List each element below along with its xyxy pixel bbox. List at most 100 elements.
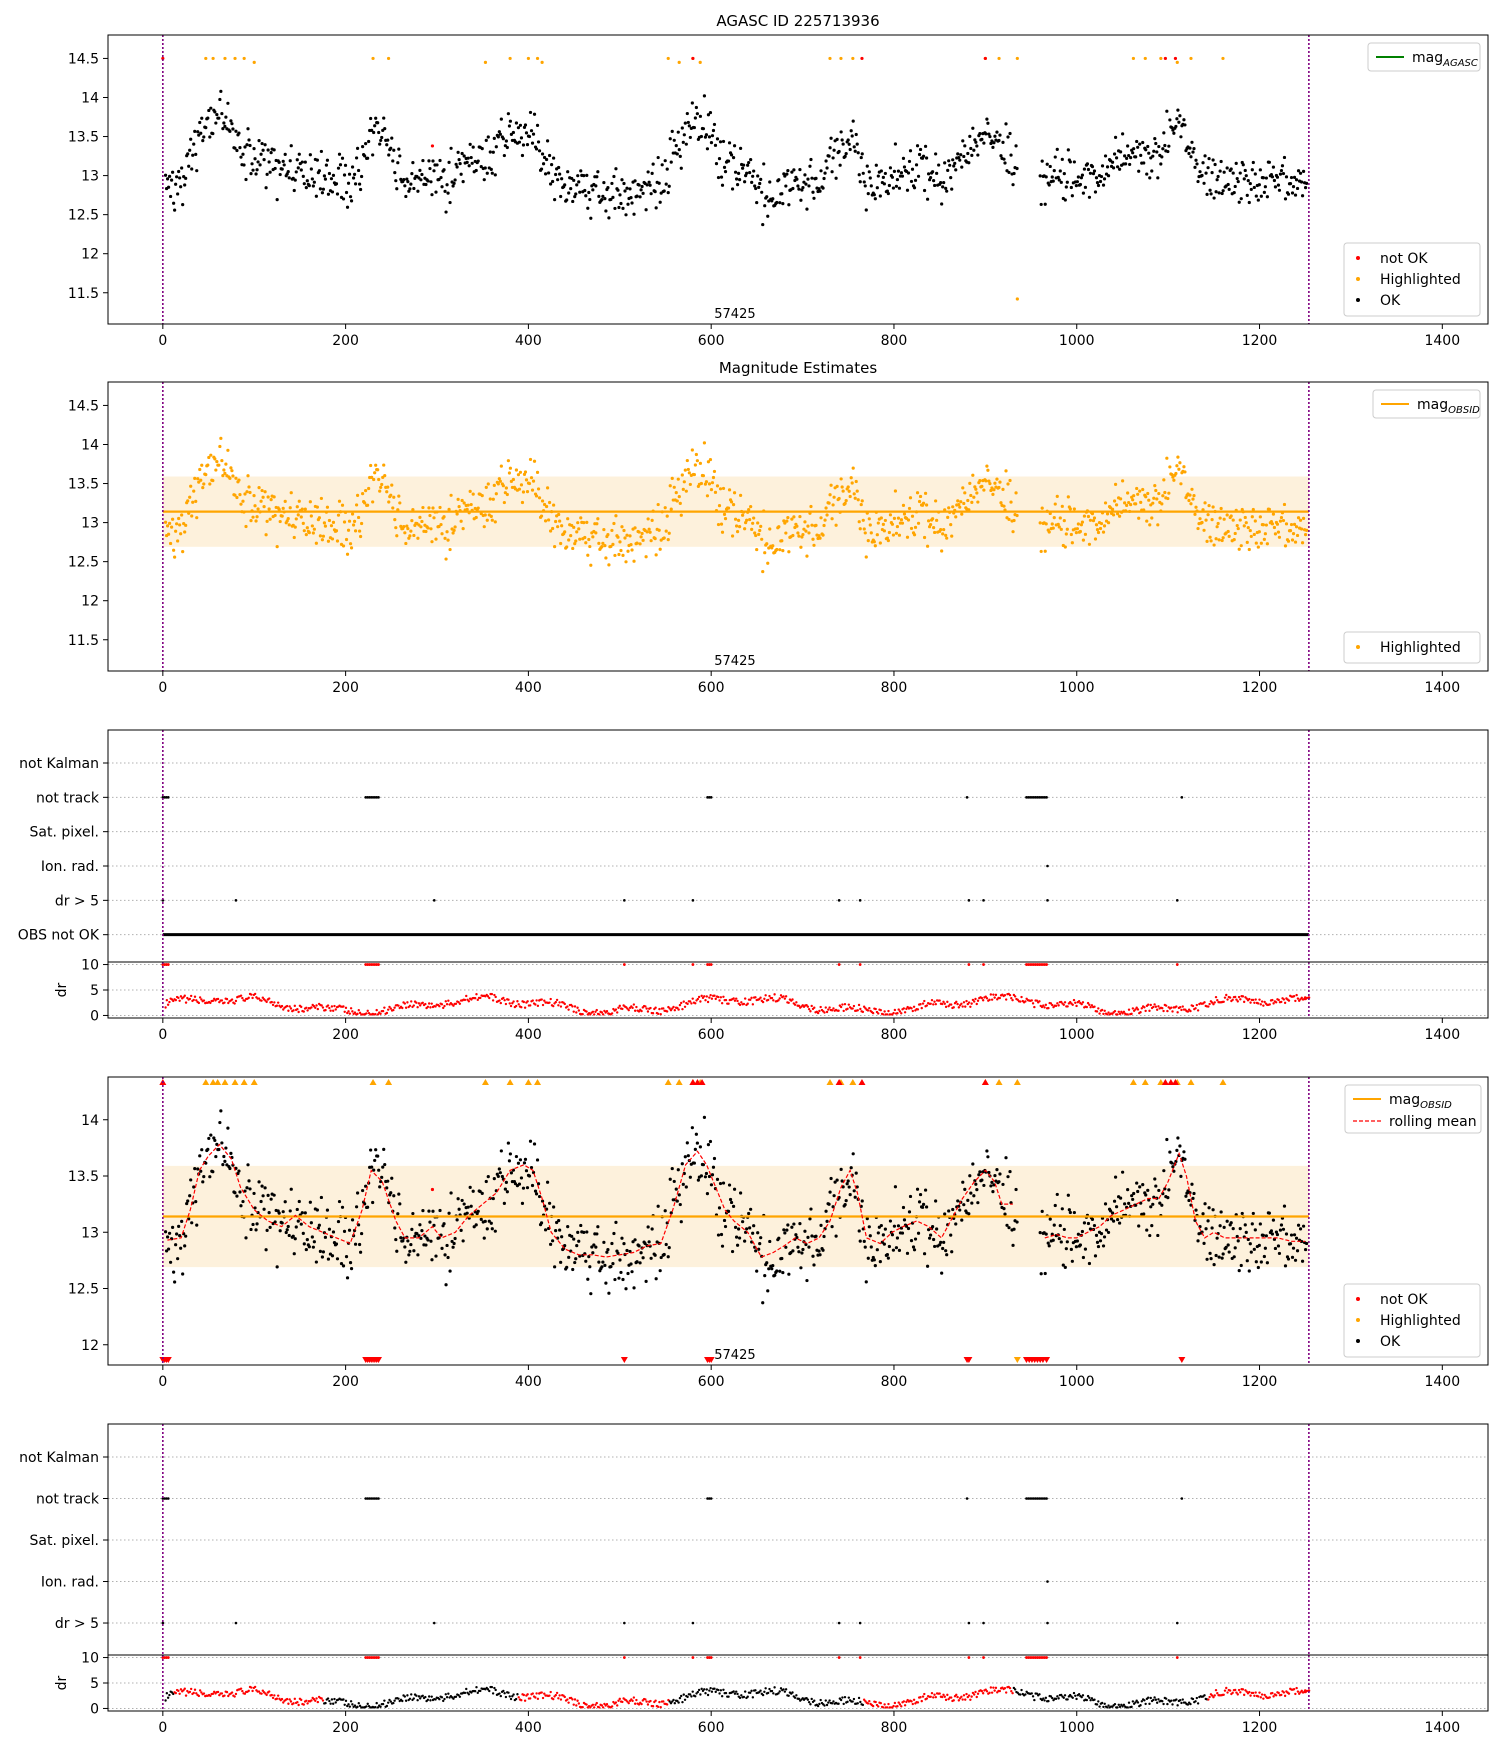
data-point-ok (265, 172, 269, 176)
data-point-ok (1058, 169, 1062, 173)
data-point-ok (998, 1172, 1002, 1176)
data-point-ok (649, 1256, 653, 1260)
data-point-ok (879, 169, 883, 173)
dr-point (310, 1006, 313, 1009)
data-point-highlighted (621, 553, 625, 558)
data-point-ok (435, 163, 439, 167)
out-of-range-down-marker (620, 1357, 628, 1363)
dr-point (444, 1000, 447, 1003)
dr-point (535, 999, 538, 1002)
data-point-highlighted (508, 56, 512, 61)
data-point-highlighted (821, 533, 825, 537)
data-point-highlighted (601, 541, 605, 545)
dr-point (415, 1694, 418, 1697)
data-point-ok (525, 1186, 530, 1190)
dr-point (665, 1010, 669, 1013)
data-point-highlighted (726, 506, 731, 510)
data-point-ok (198, 1154, 202, 1158)
dr-point (241, 996, 244, 1000)
dr-point (356, 1012, 359, 1016)
data-point-ok (211, 1170, 215, 1174)
data-point-highlighted (784, 531, 788, 535)
data-point-ok (408, 1249, 412, 1253)
data-point-highlighted (1092, 516, 1097, 520)
data-point-ok (670, 129, 674, 133)
data-point-ok (357, 182, 362, 186)
dr-point (465, 1687, 468, 1691)
flag-category-label: not Kalman (19, 1450, 99, 1466)
data-point-highlighted (1075, 527, 1079, 531)
data-point-ok (1004, 1156, 1008, 1160)
data-point-ok (890, 175, 895, 179)
data-point-ok (278, 1229, 282, 1233)
data-point-ok (513, 1182, 518, 1186)
data-point-highlighted (856, 498, 860, 502)
data-point-ok (366, 156, 370, 160)
data-point-ok (545, 139, 550, 143)
data-point-ok (952, 164, 956, 168)
dr-point (559, 1698, 563, 1701)
data-point-highlighted (991, 492, 995, 496)
data-point-ok (623, 189, 627, 193)
data-point-ok (1175, 1148, 1179, 1152)
data-point-ok (171, 170, 175, 174)
data-point-ok (459, 1228, 463, 1232)
data-point-ok (469, 155, 473, 160)
data-point-highlighted (1096, 530, 1101, 535)
data-point-ok (1009, 153, 1013, 157)
data-point-highlighted (1189, 56, 1193, 61)
data-point-ok (1179, 135, 1183, 139)
data-point-ok (641, 191, 645, 195)
data-point-ok (872, 1258, 876, 1262)
data-point-ok (431, 1209, 435, 1213)
dr-point (247, 1689, 250, 1693)
data-point-ok (1289, 175, 1294, 180)
data-point-ok (1201, 1212, 1205, 1216)
data-point-ok (1113, 135, 1118, 139)
dr-point (941, 1002, 944, 1006)
data-point-ok (379, 1179, 383, 1184)
data-point-highlighted (211, 478, 215, 483)
dr-point (429, 1006, 432, 1009)
data-point-ok (291, 1234, 295, 1238)
data-point-ok (355, 146, 360, 150)
dr-point (385, 1704, 389, 1708)
data-point-ok (735, 1243, 740, 1247)
dr-point (343, 1703, 346, 1706)
dr-point (326, 1697, 330, 1700)
y-tick-label: 12.5 (68, 1282, 99, 1298)
x-tick-label: 1000 (1059, 1374, 1095, 1390)
data-point-ok (910, 167, 915, 171)
data-point-highlighted (289, 491, 293, 495)
data-point-ok (455, 1218, 459, 1222)
data-point-ok (704, 1171, 709, 1176)
dr-point (493, 993, 496, 997)
data-point-highlighted (753, 531, 757, 535)
data-point-ok (1200, 173, 1204, 178)
data-point-ok (460, 1198, 464, 1203)
data-point-highlighted (559, 541, 563, 546)
data-point-highlighted (377, 477, 381, 482)
data-point-ok (489, 167, 493, 171)
data-point-ok (747, 1211, 751, 1216)
data-point-highlighted (987, 479, 991, 483)
rolling-mean-line (167, 1143, 1013, 1258)
data-point-ok (606, 186, 610, 190)
data-point-ok (1243, 168, 1247, 173)
data-point-highlighted (1062, 519, 1066, 523)
data-point-ok (521, 143, 526, 147)
data-point-ok (710, 134, 715, 138)
data-point-highlighted (241, 499, 245, 503)
data-point-ok (434, 190, 438, 194)
dr-point (300, 1698, 303, 1702)
flag-category-label: dr > 5 (55, 893, 99, 909)
data-point-ok (532, 1142, 537, 1146)
data-point-ok (993, 134, 997, 138)
data-point-highlighted (1161, 494, 1165, 498)
dr-point (475, 1686, 478, 1689)
data-point-highlighted (349, 546, 354, 550)
dr-point (1136, 1008, 1140, 1011)
dr-point (516, 1000, 519, 1003)
data-point-highlighted (790, 517, 794, 521)
dr-point (1272, 1002, 1275, 1005)
